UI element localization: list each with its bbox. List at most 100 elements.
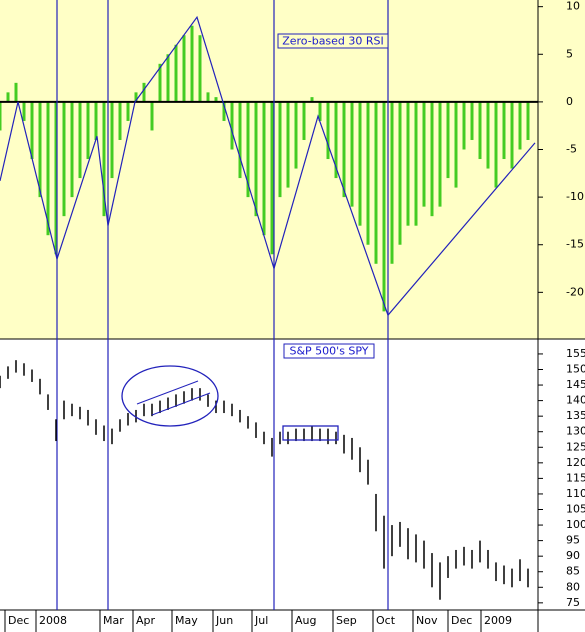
bar (14, 82, 18, 102)
bar (54, 101, 58, 255)
bar (38, 101, 42, 198)
bar (86, 101, 90, 160)
channel-line (151, 392, 211, 416)
bar (78, 101, 82, 179)
bar (382, 101, 386, 312)
bar (438, 101, 442, 207)
bar (414, 101, 418, 226)
y-tick-label: 105 (566, 503, 585, 516)
bar (366, 101, 370, 245)
bar (486, 101, 490, 169)
bar (6, 92, 10, 102)
bar (270, 101, 274, 255)
bar (454, 101, 458, 188)
bar (134, 92, 138, 102)
bar (502, 101, 506, 160)
y-tick-label: 150 (566, 362, 585, 375)
x-tick-label: Nov (416, 614, 438, 627)
annotation-box (282, 425, 339, 441)
y-tick-label: 125 (566, 440, 585, 453)
y-tick-label: 140 (566, 394, 585, 407)
bar (398, 101, 402, 245)
bar (70, 101, 74, 198)
x-tick-label: Mar (103, 614, 124, 627)
bar (238, 101, 242, 179)
y-tick-label: 120 (566, 456, 585, 469)
trendline (0, 15, 536, 317)
y-tick-label: 90 (566, 549, 580, 562)
bar (198, 35, 202, 102)
bar (478, 101, 482, 160)
bar (214, 97, 218, 102)
x-tick-label: Oct (376, 614, 396, 627)
bar (350, 101, 354, 207)
bar (94, 101, 98, 140)
x-tick-label: Aug (295, 614, 316, 627)
bar (142, 82, 146, 102)
bar (22, 101, 26, 121)
x-tick-label: Dec (451, 614, 472, 627)
y-tick-label: -5 (566, 143, 577, 156)
bar (286, 101, 290, 188)
bar (462, 101, 466, 150)
bar (470, 101, 474, 140)
y-tick-label: 100 (566, 518, 585, 531)
bar (0, 101, 2, 131)
y-tick-label: 0 (566, 95, 573, 108)
bar (358, 101, 362, 226)
bar (374, 101, 378, 264)
bar (102, 101, 106, 217)
bar (294, 101, 298, 169)
bar (310, 97, 314, 102)
y-tick-label: 135 (566, 409, 585, 422)
bar (326, 101, 330, 160)
x-tick-label: Apr (136, 614, 156, 627)
price-panel (0, 339, 585, 632)
bar (46, 101, 50, 236)
y-tick-label: 75 (566, 596, 580, 609)
chart-title: S&P 500's SPY (289, 345, 368, 358)
bar (262, 101, 266, 236)
bar (526, 101, 530, 140)
bar (302, 101, 306, 140)
bar (246, 101, 250, 198)
y-tick-label: 110 (566, 487, 585, 500)
y-tick-label: 95 (566, 534, 580, 547)
bar (126, 101, 130, 121)
bar (190, 25, 194, 102)
bar (230, 101, 234, 150)
bar (222, 101, 226, 121)
title-box (283, 343, 375, 359)
y-tick-label: 85 (566, 565, 580, 578)
x-tick-label: Jun (215, 614, 233, 627)
channel-line (136, 380, 199, 405)
bar (446, 101, 450, 179)
y-tick-label: 115 (566, 471, 585, 484)
bar (182, 35, 186, 102)
bar (334, 101, 338, 179)
bar (430, 101, 434, 217)
bar (62, 101, 66, 217)
bar (518, 101, 522, 150)
bar (422, 101, 426, 207)
y-tick-label: 130 (566, 425, 585, 438)
y-tick-label: -20 (566, 285, 584, 298)
title-box (277, 33, 389, 49)
y-tick-label: 10 (566, 0, 580, 13)
y-tick-label: 80 (566, 580, 580, 593)
chart-title: Zero-based 30 RSI (282, 35, 384, 48)
bar (166, 54, 170, 102)
bar (158, 63, 162, 102)
annotation-ellipse (121, 365, 219, 427)
bar (318, 101, 322, 121)
x-tick-label: Dec (8, 614, 29, 627)
bar (110, 101, 114, 179)
bar (510, 101, 514, 169)
y-tick-label: 5 (566, 47, 573, 60)
x-tick-label: 2008 (39, 614, 67, 627)
bar (30, 101, 34, 160)
bar (150, 101, 154, 131)
x-tick-label: Sep (336, 614, 357, 627)
